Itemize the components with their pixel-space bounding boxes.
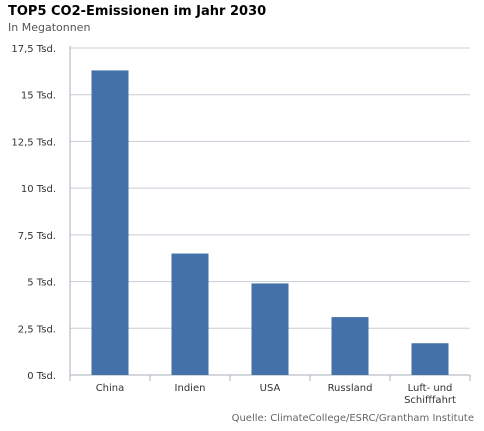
y-tick-label: 10 Tsd. — [21, 184, 56, 195]
y-tick-label: 2,5 Tsd. — [18, 324, 56, 335]
x-tick-label: Russland — [328, 383, 373, 394]
chart-title: TOP5 CO2-Emissionen im Jahr 2030 — [8, 4, 267, 19]
y-tick-label: 12,5 Tsd. — [11, 137, 56, 148]
x-tick-label: USA — [260, 383, 281, 394]
x-tick-label: Indien — [175, 383, 206, 394]
y-tick-label: 5 Tsd. — [27, 278, 56, 289]
y-tick-label: 15 Tsd. — [21, 91, 56, 102]
bar-usa — [251, 283, 289, 375]
y-tick-label: 7,5 Tsd. — [18, 231, 56, 242]
chart-subtitle: In Megatonnen — [8, 21, 91, 34]
bar-luft-und-schifffahrt — [411, 343, 449, 375]
x-tick-label: China — [96, 383, 125, 394]
bar-indien — [171, 253, 209, 375]
y-tick-label: 0 Tsd. — [27, 371, 56, 382]
bar-china — [91, 70, 129, 376]
source-note: Quelle: ClimateCollege/ESRC/Grantham Ins… — [231, 413, 474, 424]
y-tick-label: 17,5 Tsd. — [11, 44, 56, 55]
x-tick-label: Luft- und Schifffahrt — [404, 383, 456, 406]
bar-russland — [331, 317, 369, 375]
